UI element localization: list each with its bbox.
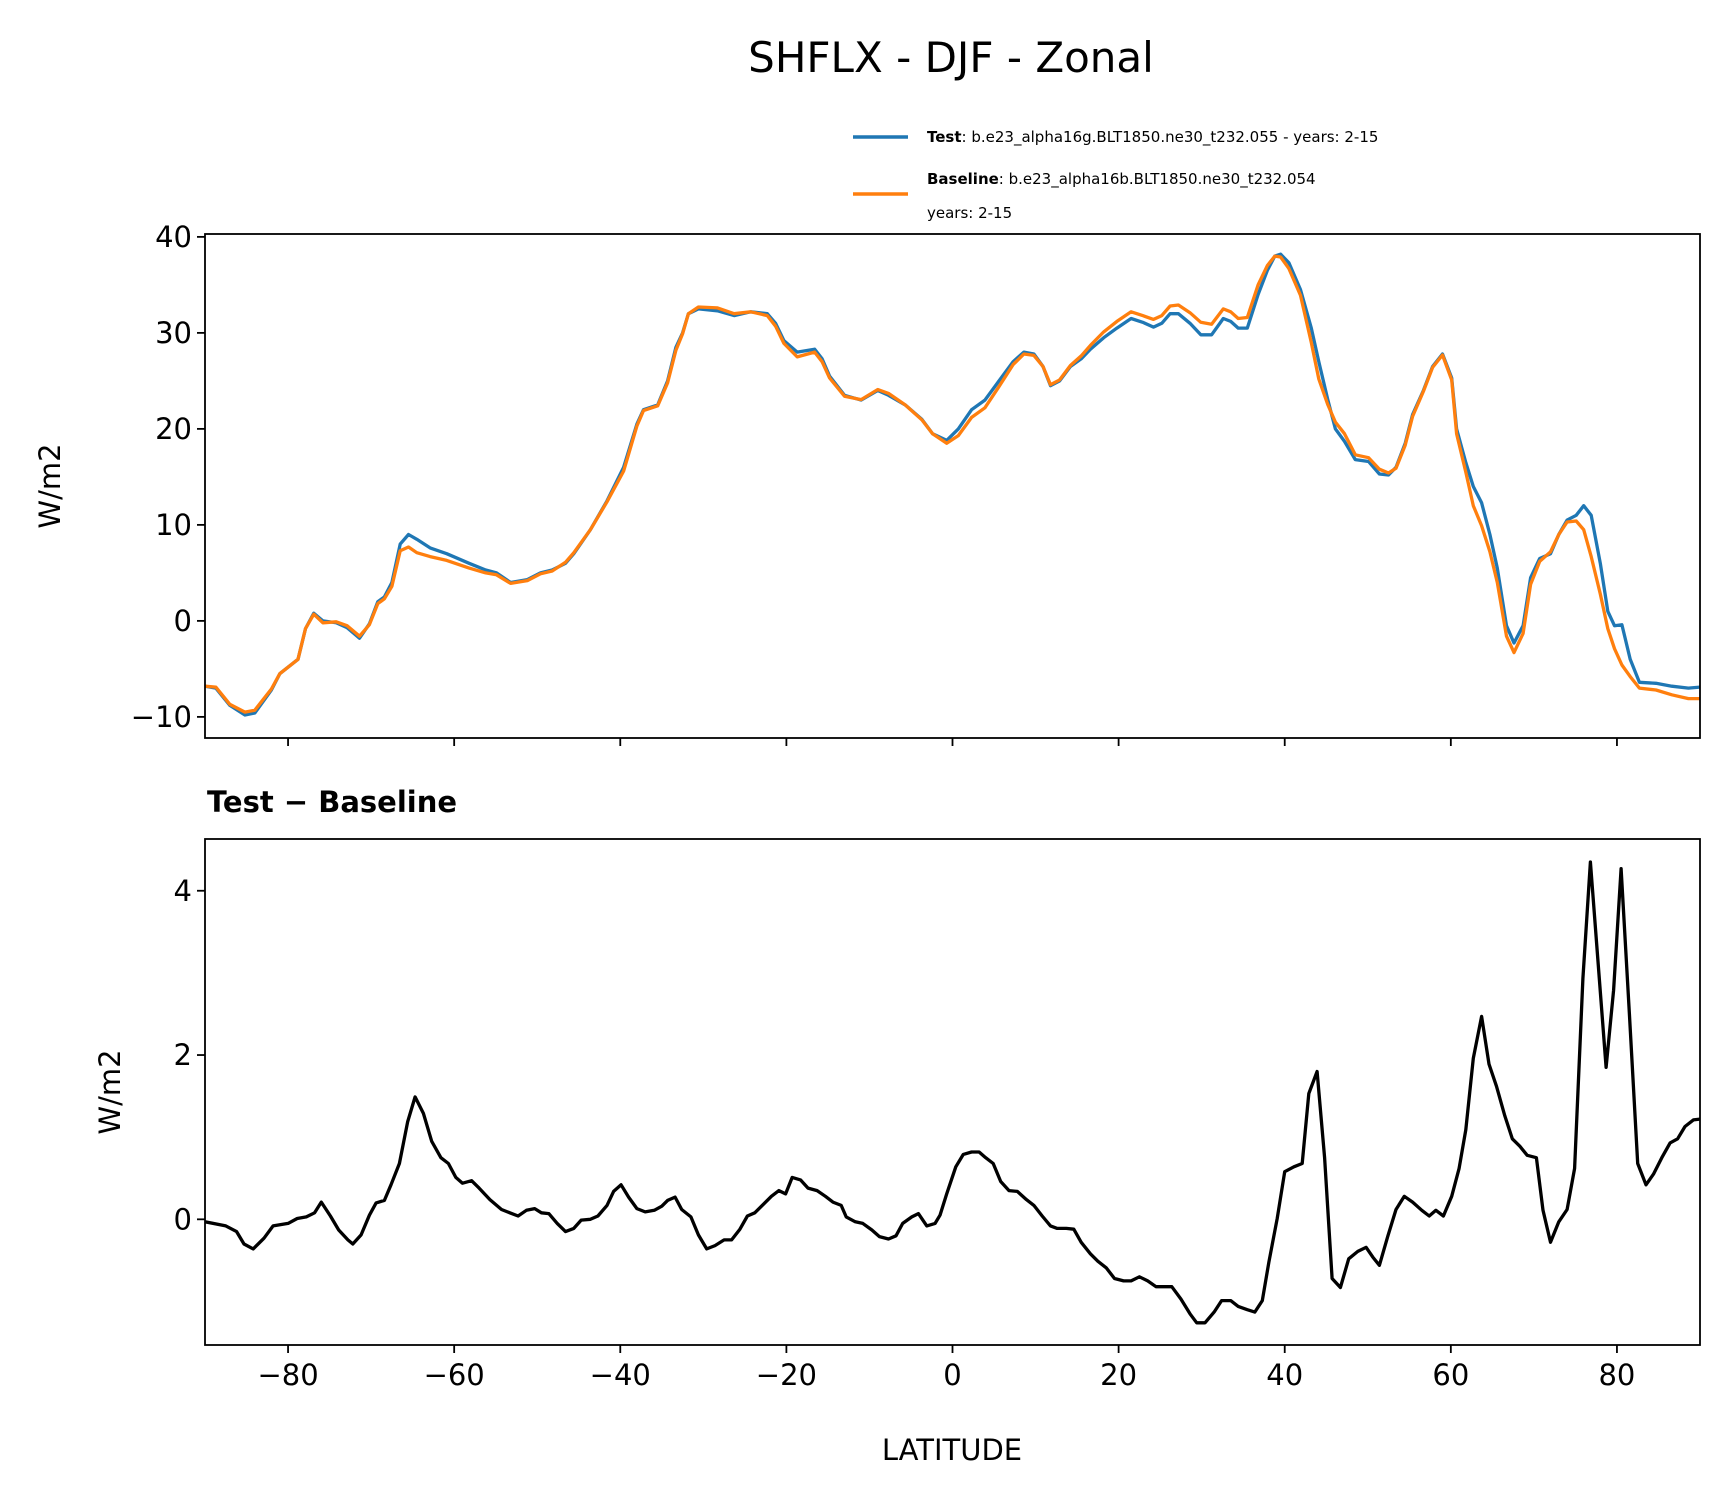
bottom-y-axis-label: W/m2 (93, 1049, 127, 1134)
x-tick-label: 40 (1266, 1358, 1303, 1392)
legend-label-baseline-name: Baseline (927, 170, 999, 188)
x-tick-label: −20 (756, 1358, 817, 1392)
series-line-test (205, 252, 1700, 717)
x-tick-label: 60 (1432, 1358, 1469, 1392)
legend-label-baseline-years: years: 2-15 (927, 204, 1012, 222)
plot-frame (204, 233, 1701, 739)
top-y-axis-label: W/m2 (33, 443, 67, 528)
bottom-panel: 0 2 4 −80 −60 −40 −20 0 20 40 60 80 (174, 838, 1701, 1392)
legend: Test: b.e23_alpha16g.BLT1850.ne30_t232.0… (853, 128, 1378, 222)
y-tick-label: 10 (155, 508, 192, 542)
x-tick-label: 20 (1100, 1358, 1137, 1392)
plot-frame (204, 838, 1701, 1346)
y-tick-label: 4 (174, 874, 192, 908)
legend-label-baseline: Baseline: b.e23_alpha16b.BLT1850.ne30_t2… (927, 170, 1316, 189)
y-tick-label: 30 (155, 316, 192, 350)
legend-label-test-text: : b.e23_alpha16g.BLT1850.ne30_t232.055 -… (962, 128, 1379, 147)
y-tick-label: 0 (174, 1202, 192, 1236)
series-line-test-baseline (205, 860, 1700, 1325)
x-tick-label: 0 (943, 1358, 961, 1392)
y-tick-label: 0 (174, 604, 192, 638)
legend-label-test: Test: b.e23_alpha16g.BLT1850.ne30_t232.0… (927, 128, 1378, 147)
x-tick-label: −60 (424, 1358, 485, 1392)
top-panel: −10 0 10 20 30 40 (131, 220, 1701, 746)
y-tick-label: 40 (155, 220, 192, 254)
chart-title: SHFLX - DJF - Zonal (748, 33, 1154, 82)
y-tick-label: −10 (131, 700, 192, 734)
x-axis-label: LATITUDE (882, 1433, 1022, 1467)
y-tick-label: 2 (174, 1038, 192, 1072)
legend-label-test-name: Test (927, 128, 962, 146)
series-line-baseline (205, 254, 1700, 714)
y-tick-label: 20 (155, 412, 192, 446)
bottom-panel-title: Test − Baseline (207, 785, 457, 819)
legend-label-baseline-text: : b.e23_alpha16b.BLT1850.ne30_t232.054 (999, 170, 1316, 189)
x-tick-label: 80 (1598, 1358, 1635, 1392)
x-tick-label: −40 (590, 1358, 651, 1392)
x-tick-label: −80 (257, 1358, 318, 1392)
